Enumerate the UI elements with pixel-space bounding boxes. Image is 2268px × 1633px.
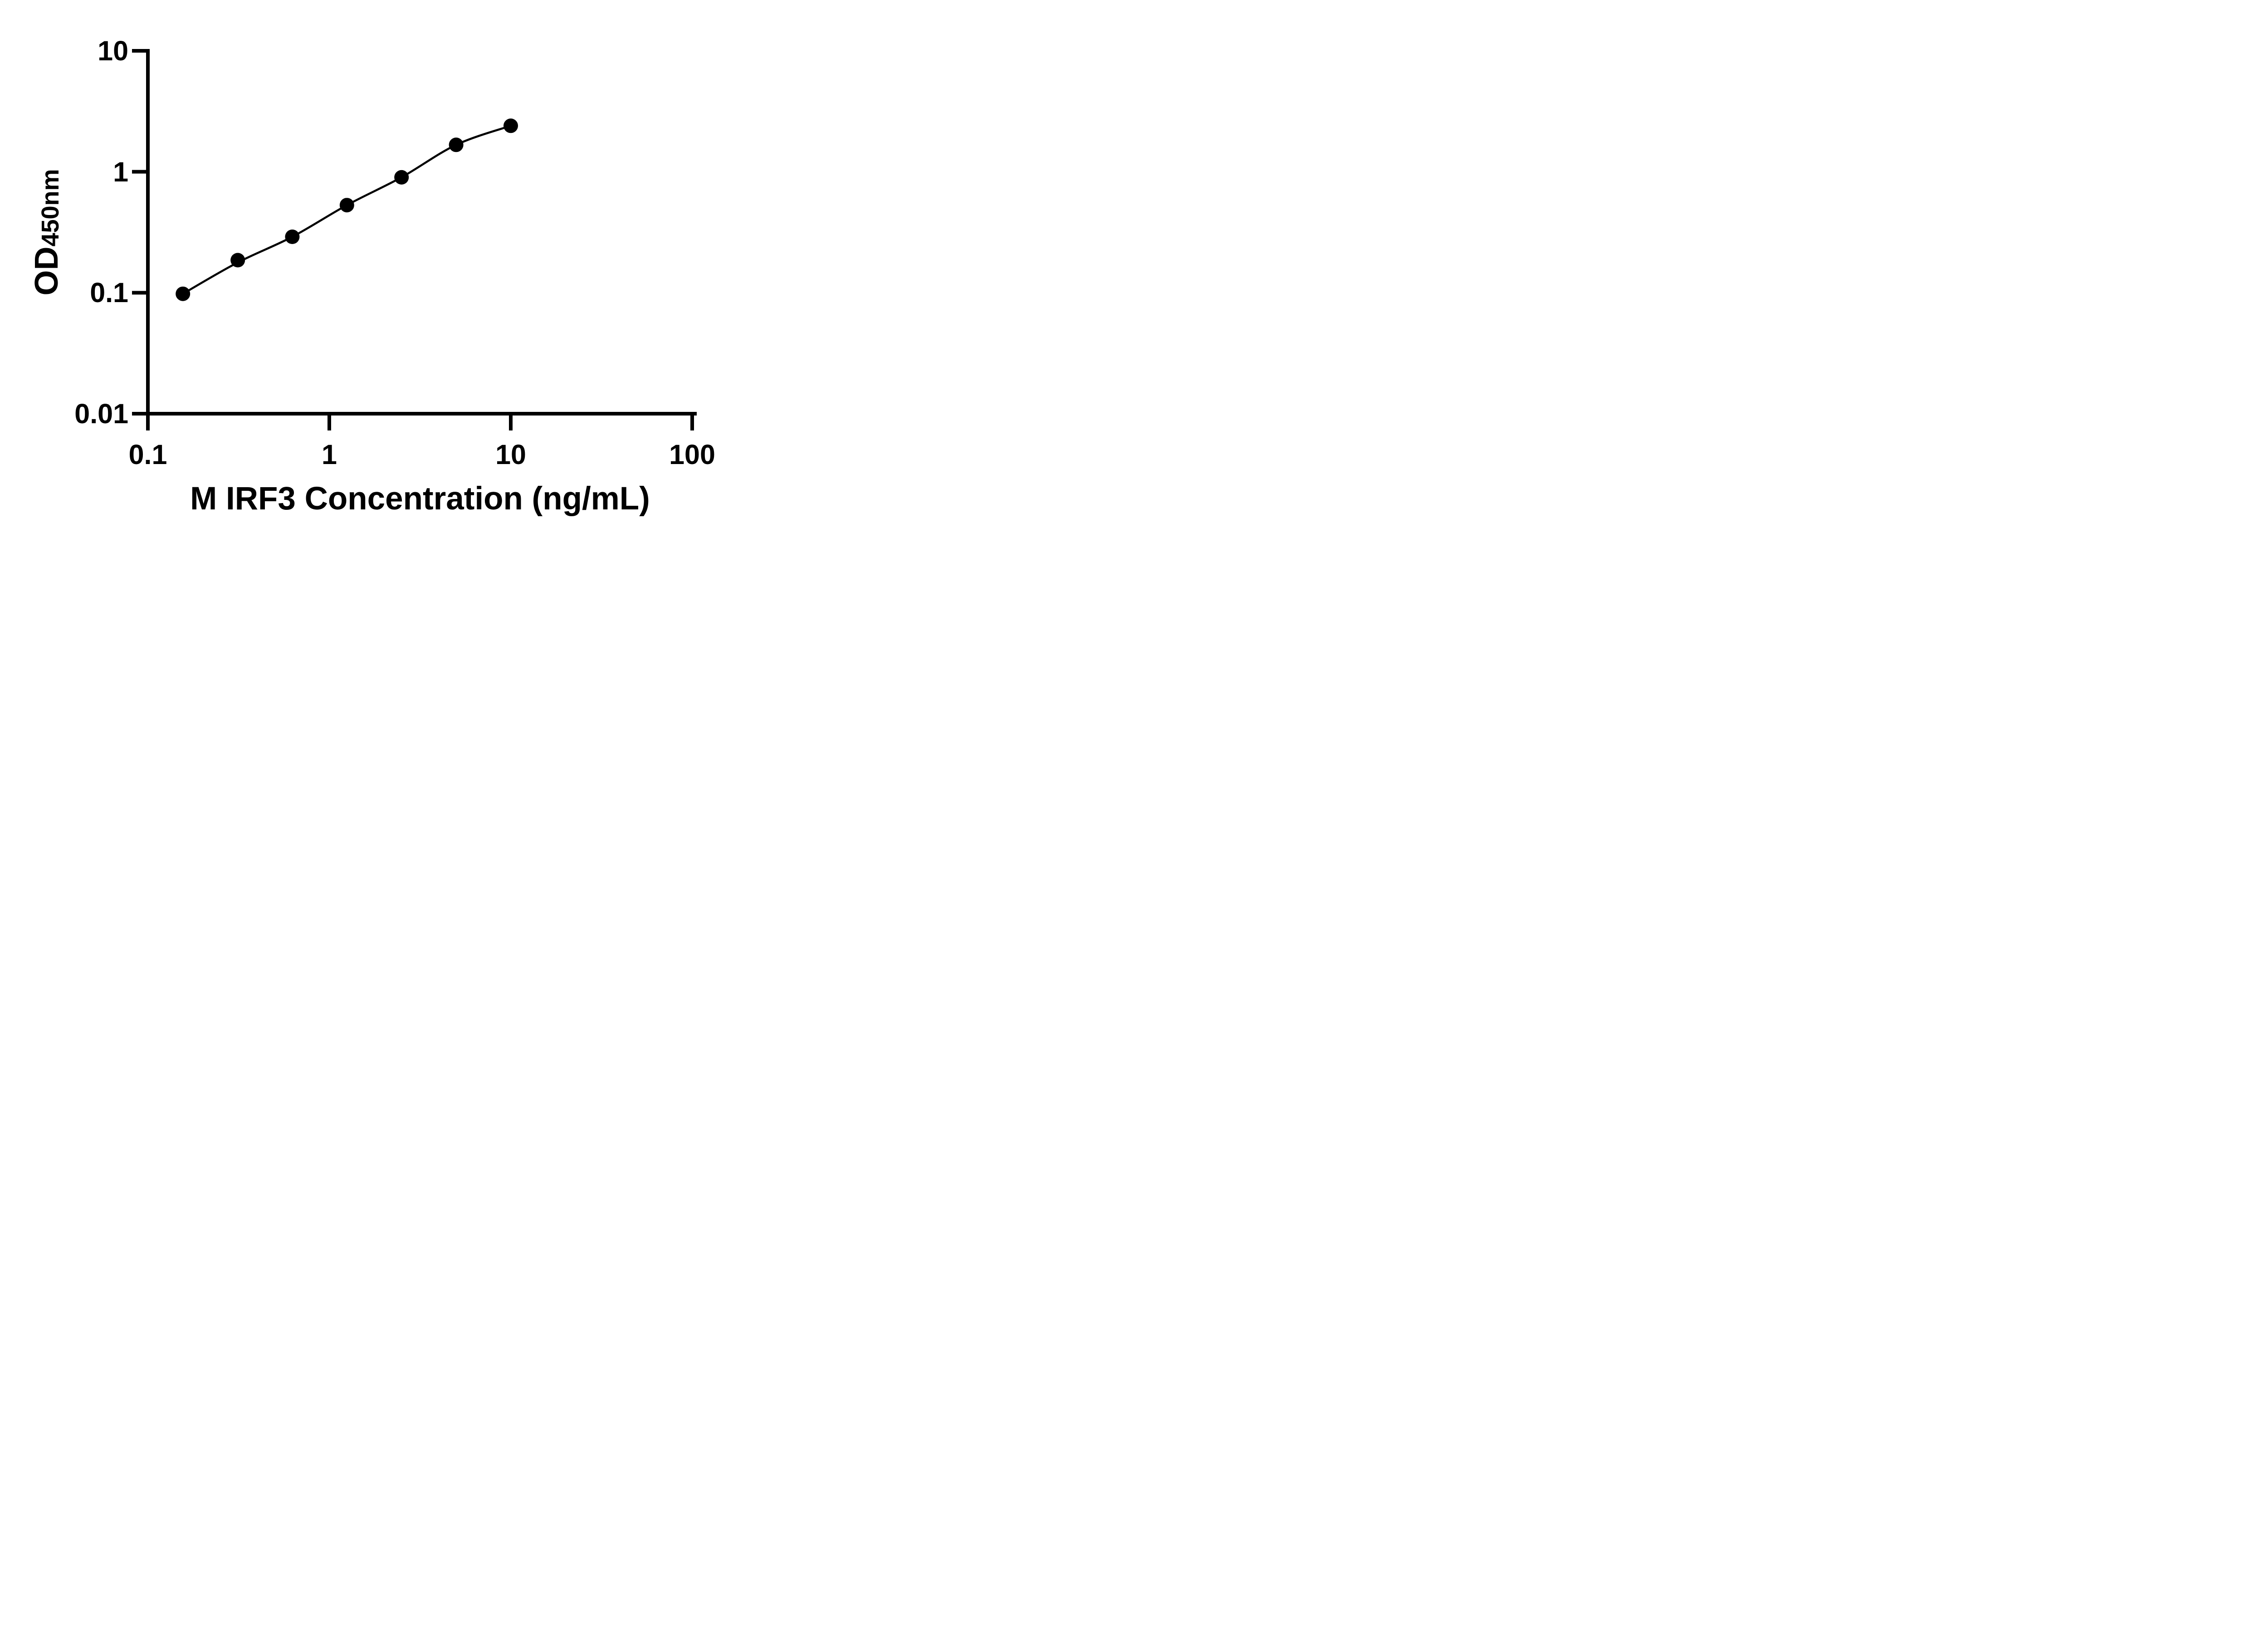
data-point: [176, 286, 191, 301]
elisa-standard-curve-figure: OD450nm M IRF3 Concentration (ng/mL) 10 1…: [0, 0, 776, 544]
plot-area: [132, 49, 697, 430]
y-tick-label: 10: [98, 35, 128, 66]
y-axis-title-subscript: 450nm: [37, 169, 64, 247]
data-point: [449, 137, 464, 152]
x-tick-label: 100: [669, 439, 715, 470]
y-axis-title: OD450nm: [28, 169, 65, 295]
x-tick-label: 10: [495, 439, 526, 470]
data-point: [339, 198, 354, 213]
y-tick-label: 0.01: [74, 398, 128, 429]
x-tick-label: 1: [322, 439, 337, 470]
y-axis-title-base: OD: [29, 246, 65, 296]
y-tick-label: 1: [113, 156, 128, 187]
data-point: [285, 230, 300, 244]
data-point: [503, 118, 518, 133]
y-tick-label: 0.1: [90, 277, 128, 308]
data-point: [230, 253, 245, 268]
data-point: [394, 170, 409, 185]
x-tick-label: 0.1: [128, 439, 167, 470]
x-axis-title: M IRF3 Concentration (ng/mL): [190, 481, 650, 517]
